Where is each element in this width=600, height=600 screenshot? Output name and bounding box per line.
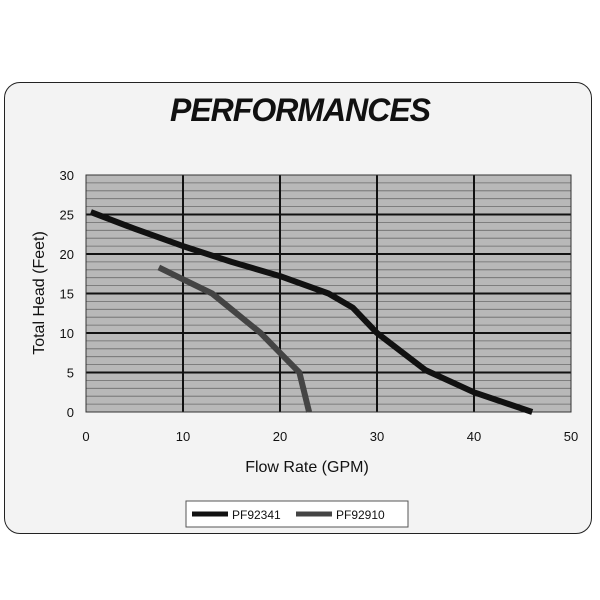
legend-label-pf92910: PF92910 <box>336 508 385 522</box>
y-tick-label: 25 <box>60 208 74 223</box>
major-grid <box>86 175 571 412</box>
x-tick-label: 40 <box>467 429 481 444</box>
y-tick-label: 15 <box>60 287 74 302</box>
x-tick-label: 10 <box>176 429 190 444</box>
legend: PF92341 PF92910 <box>185 500 409 528</box>
y-tick-label: 20 <box>60 247 74 262</box>
x-axis-label: Flow Rate (GPM) <box>245 459 369 476</box>
series-lines <box>89 209 534 415</box>
plot-border <box>85 174 572 413</box>
chart-title: PERFORMANCES <box>169 92 431 128</box>
y-axis-label: Total Head (Feet) <box>31 231 48 355</box>
x-tick-label: 30 <box>370 429 384 444</box>
x-tick-label: 0 <box>82 429 89 444</box>
x-tick-labels: 0 10 20 30 40 50 <box>82 429 578 444</box>
y-tick-labels: 0 5 10 15 20 25 30 <box>60 168 74 420</box>
y-tick-label: 5 <box>67 366 74 381</box>
legend-label-pf92341: PF92341 <box>232 508 281 522</box>
series-line-pf92910 <box>157 264 313 413</box>
x-tick-label: 50 <box>564 429 578 444</box>
y-tick-label: 0 <box>67 405 74 420</box>
y-tick-label: 10 <box>60 326 74 341</box>
series-line-pf92341 <box>89 209 534 415</box>
x-tick-label: 20 <box>273 429 287 444</box>
y-tick-label: 30 <box>60 168 74 183</box>
